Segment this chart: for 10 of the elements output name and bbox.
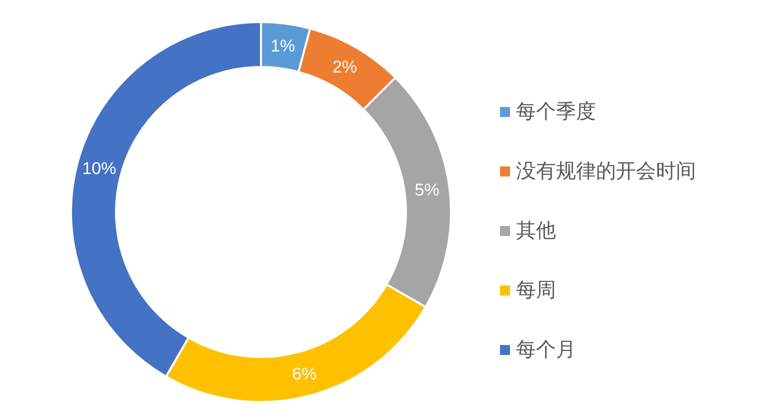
data-label: 1%: [270, 36, 296, 56]
data-label: 6%: [292, 364, 317, 384]
legend-label: 每个季度: [516, 101, 596, 123]
legend-label: 每个月: [516, 339, 576, 361]
data-label: 10%: [82, 159, 116, 178]
data-label: 5%: [414, 180, 440, 200]
legend-label: 其他: [516, 220, 556, 242]
legend-label: 每周: [516, 280, 556, 302]
legend-label: 没有规律的开会时间: [516, 160, 696, 182]
data-label: 2%: [332, 57, 358, 76]
